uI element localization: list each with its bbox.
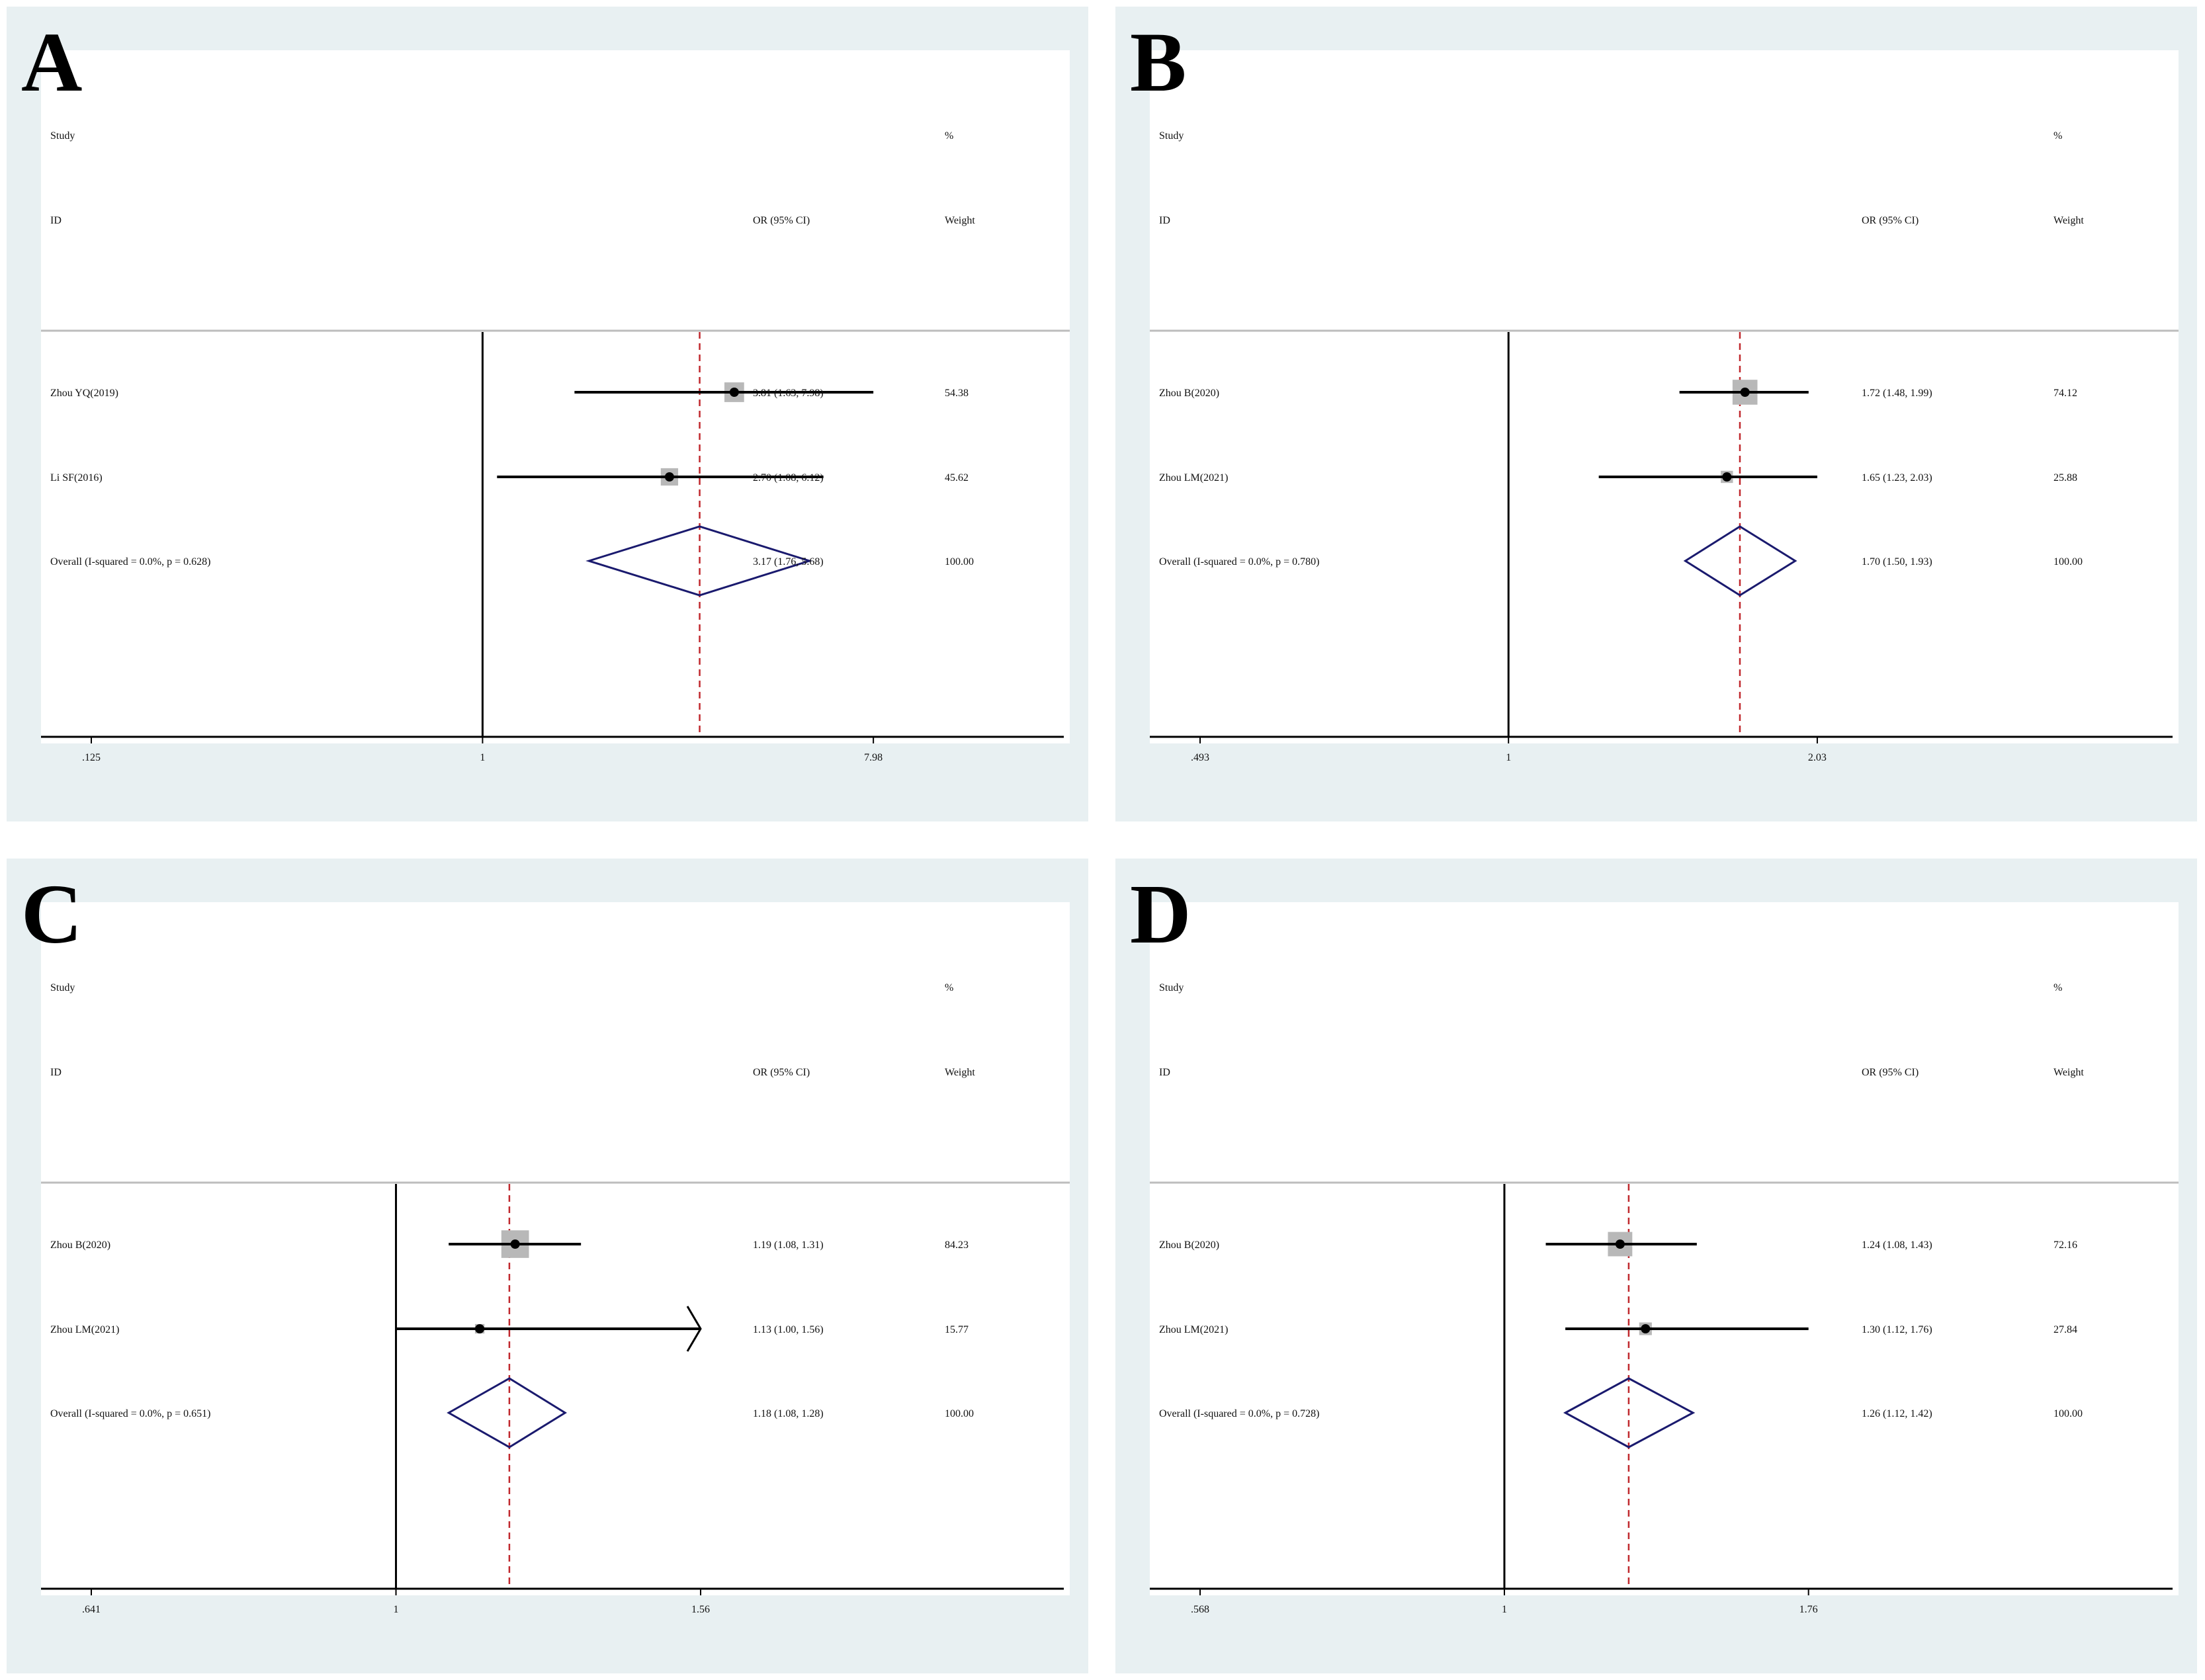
- study-point-estimate: [1641, 1324, 1651, 1333]
- header-or-ci: OR (95% CI): [753, 215, 810, 226]
- study-or-ci: 1.24 (1.08, 1.43): [1862, 1239, 1932, 1251]
- header-percent: %: [945, 982, 953, 993]
- study-label: Zhou LM(2021): [1159, 1324, 1228, 1335]
- study-point-estimate: [664, 472, 674, 482]
- header-percent: %: [2054, 130, 2062, 142]
- overall-diamond: [1563, 1377, 1696, 1449]
- overall-or-ci: 3.17 (1.76, 5.68): [753, 556, 824, 567]
- header-study: Study: [50, 130, 75, 142]
- study-point-estimate: [510, 1239, 520, 1249]
- overall-diamond: [585, 525, 813, 597]
- study-label: Zhou B(2020): [1159, 388, 1219, 399]
- study-or-ci: 1.72 (1.48, 1.99): [1862, 388, 1932, 399]
- x-tick-label: 1: [1506, 752, 1511, 763]
- header-percent: %: [2054, 982, 2062, 993]
- overall-weight: 100.00: [2054, 556, 2083, 567]
- x-tick-label: .125: [82, 752, 101, 763]
- study-label: Zhou B(2020): [50, 1239, 110, 1251]
- x-tick-label: .641: [82, 1604, 101, 1615]
- plot-area: [41, 902, 1070, 1595]
- overall-label: Overall (I-squared = 0.0%, p = 0.780): [1159, 556, 1319, 567]
- panel-d: Study ID OR (95% CI)% Weight Zhou B(2020) 1.2…: [1115, 859, 2197, 1673]
- study-point-estimate: [729, 388, 739, 397]
- plot-area: [41, 50, 1070, 743]
- overall-label: Overall (I-squared = 0.0%, p = 0.651): [50, 1408, 210, 1419]
- overall-weight: 100.00: [945, 1408, 974, 1419]
- study-label: Zhou YQ(2019): [50, 388, 118, 399]
- header-weight: Weight: [2054, 215, 2084, 226]
- study-label: Zhou B(2020): [1159, 1239, 1219, 1251]
- header-study: Study: [1159, 130, 1184, 142]
- overall-label: Overall (I-squared = 0.0%, p = 0.628): [50, 556, 210, 567]
- study-label: Zhou LM(2021): [1159, 472, 1228, 483]
- overall-or-ci: 1.70 (1.50, 1.93): [1862, 556, 1932, 567]
- panel-a: Study ID OR (95% CI)% Weight Zhou YQ(2019) 3.…: [7, 7, 1088, 821]
- overall-diamond: [447, 1377, 568, 1449]
- overall-or-ci: 1.18 (1.08, 1.28): [753, 1408, 824, 1419]
- header-study: Study: [50, 982, 75, 993]
- header-id: ID: [1159, 1067, 1170, 1078]
- study-weight: 72.16: [2054, 1239, 2077, 1251]
- header-weight: Weight: [945, 1067, 975, 1078]
- study-or-ci: 3.81 (1.63, 7.98): [753, 388, 824, 399]
- study-weight: 54.38: [945, 388, 969, 399]
- x-tick-label: 1: [480, 752, 485, 763]
- forest-plot: Study ID OR (95% CI)% Weight Zhou B(2020) 1.2…: [1150, 902, 2179, 1615]
- study-weight: 84.23: [945, 1239, 969, 1251]
- plot-area: [1150, 50, 2179, 743]
- study-point-estimate: [1615, 1239, 1625, 1249]
- header-or-ci: OR (95% CI): [753, 1067, 810, 1078]
- header-id: ID: [50, 1067, 62, 1078]
- header-or-ci: OR (95% CI): [1862, 215, 1919, 226]
- study-or-ci: 2.70 (1.08, 6.12): [753, 472, 824, 483]
- header-percent: %: [945, 130, 953, 142]
- header-id: ID: [1159, 215, 1170, 226]
- study-point-estimate: [475, 1324, 485, 1333]
- study-or-ci: 1.13 (1.00, 1.56): [753, 1324, 824, 1335]
- x-tick-label: 1: [394, 1604, 399, 1615]
- study-weight: 25.88: [2054, 472, 2077, 483]
- x-tick-label: 1.76: [1799, 1604, 1818, 1615]
- panel-label-d: D: [1130, 867, 1191, 961]
- study-point-estimate: [1722, 472, 1732, 482]
- header-study: Study: [1159, 982, 1184, 993]
- x-tick-label: 7.98: [864, 752, 883, 763]
- study-weight: 15.77: [945, 1324, 969, 1335]
- x-tick-label: .493: [1191, 752, 1209, 763]
- forest-plot: Study ID OR (95% CI)% Weight Zhou B(2020) 1.1…: [41, 902, 1070, 1615]
- header-weight: Weight: [2054, 1067, 2084, 1078]
- ci-arrow-right: [686, 1306, 702, 1352]
- forest-plot: Study ID OR (95% CI)% Weight Zhou B(2020) 1.7…: [1150, 50, 2179, 763]
- panel-c: Study ID OR (95% CI)% Weight Zhou B(2020) 1.1…: [7, 859, 1088, 1673]
- study-label: Li SF(2016): [50, 472, 103, 483]
- study-label: Zhou LM(2021): [50, 1324, 119, 1335]
- x-tick-label: 1.56: [691, 1604, 710, 1615]
- study-or-ci: 1.30 (1.12, 1.76): [1862, 1324, 1932, 1335]
- study-point-estimate: [1740, 388, 1750, 397]
- study-weight: 27.84: [2054, 1324, 2077, 1335]
- header-or-ci: OR (95% CI): [1862, 1067, 1919, 1078]
- panel-label-a: A: [21, 15, 83, 109]
- x-tick-label: .568: [1191, 1604, 1209, 1615]
- study-weight: 45.62: [945, 472, 969, 483]
- overall-weight: 100.00: [945, 556, 974, 567]
- plot-area: [1150, 902, 2179, 1595]
- panel-b: Study ID OR (95% CI)% Weight Zhou B(2020) 1.7…: [1115, 7, 2197, 821]
- panel-label-b: B: [1130, 15, 1187, 109]
- study-or-ci: 1.65 (1.23, 2.03): [1862, 472, 1932, 483]
- x-tick-label: 2.03: [1808, 752, 1827, 763]
- forest-plot: Study ID OR (95% CI)% Weight Zhou YQ(2019) 3.…: [41, 50, 1070, 763]
- header-weight: Weight: [945, 215, 975, 226]
- overall-label: Overall (I-squared = 0.0%, p = 0.728): [1159, 1408, 1319, 1419]
- overall-weight: 100.00: [2054, 1408, 2083, 1419]
- study-weight: 74.12: [2054, 388, 2077, 399]
- x-tick-label: 1: [1502, 1604, 1507, 1615]
- study-or-ci: 1.19 (1.08, 1.31): [753, 1239, 824, 1251]
- overall-diamond: [1683, 525, 1797, 597]
- overall-or-ci: 1.26 (1.12, 1.42): [1862, 1408, 1932, 1419]
- header-id: ID: [50, 215, 62, 226]
- panel-label-c: C: [21, 867, 83, 961]
